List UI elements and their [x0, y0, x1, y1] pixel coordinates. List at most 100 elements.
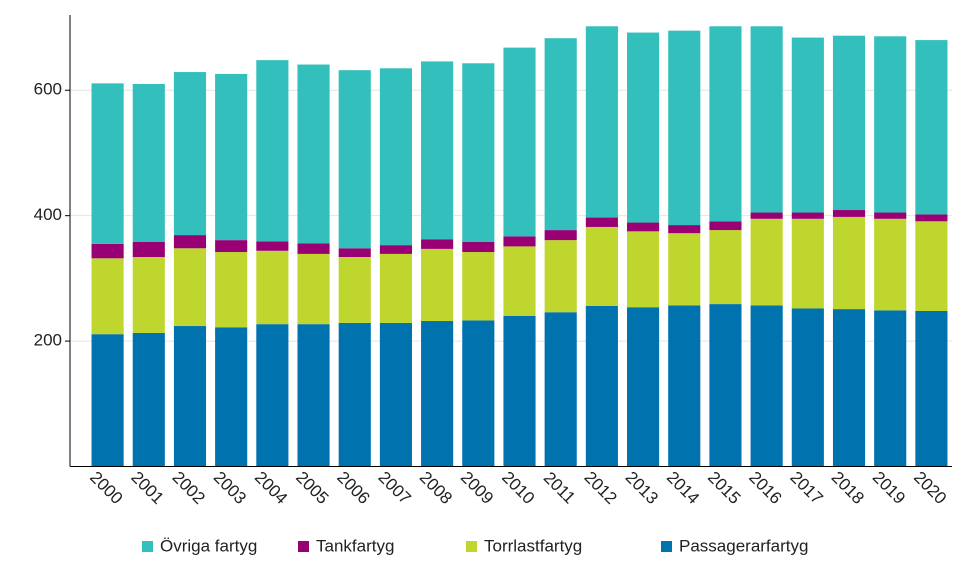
bar-segment — [462, 63, 495, 243]
bar-segment — [132, 332, 165, 467]
x-tick-label: 2011 — [540, 468, 579, 507]
bar-segment — [668, 30, 701, 226]
bar-segment — [627, 32, 660, 223]
bar-segment — [173, 235, 207, 249]
bar-segment — [627, 307, 660, 467]
bar-segment — [338, 257, 371, 323]
bar-segment — [915, 214, 948, 222]
bar-segment — [462, 252, 495, 321]
bar-segment — [544, 312, 577, 467]
bar-segment — [544, 38, 577, 231]
x-tick-label: 2012 — [581, 468, 621, 508]
bar-segment — [791, 212, 824, 219]
x-tick-label: 2002 — [169, 468, 209, 508]
x-tick-label: 2001 — [127, 468, 167, 508]
legend-label: Övriga fartyg — [160, 536, 257, 555]
x-tick-label: 2000 — [86, 468, 126, 508]
bar-segment — [173, 326, 207, 467]
bar-segment — [832, 309, 866, 467]
bar-segment — [668, 233, 701, 306]
bar-segment — [709, 221, 742, 231]
legend-label: Tankfartyg — [316, 536, 394, 555]
legend-swatch — [298, 541, 309, 552]
bar-segment — [709, 230, 742, 305]
bar-segment — [874, 36, 907, 213]
bar-segment — [297, 324, 330, 467]
x-tick-label: 2010 — [498, 468, 538, 508]
bar-segment — [215, 327, 248, 467]
x-tick-label: 2004 — [251, 468, 291, 508]
bar-segment — [132, 257, 165, 333]
bar-segment — [832, 35, 866, 211]
bar-segment — [544, 240, 577, 313]
bar-segment — [874, 310, 907, 467]
bar-segment — [874, 218, 907, 311]
bar-segment — [791, 37, 824, 213]
x-tick-label: 2016 — [745, 468, 785, 508]
bar-segment — [297, 253, 330, 325]
bar-segment — [421, 61, 454, 240]
bar-segment — [585, 305, 618, 467]
bar-segment — [668, 305, 701, 467]
bar-segment — [915, 40, 948, 215]
bar-segment — [132, 242, 165, 258]
bar-segment — [915, 310, 948, 467]
bar-segment — [132, 83, 165, 243]
bar-segment — [462, 320, 495, 467]
bar-segment — [750, 305, 783, 467]
x-tick-label: 2007 — [375, 468, 415, 508]
x-tick-label: 2014 — [663, 468, 703, 508]
bar-segment — [709, 304, 742, 467]
legend-label: Passagerarfartyg — [679, 536, 808, 555]
bar-segment — [297, 243, 330, 254]
bar-segment — [215, 73, 248, 241]
y-tick-label: 600 — [34, 80, 62, 99]
bar-segment — [791, 218, 824, 309]
bar-segment — [215, 252, 248, 328]
bar-segment — [750, 212, 783, 219]
bar-segment — [421, 239, 454, 249]
x-tick-label: 2003 — [210, 468, 250, 508]
bar-segment — [256, 250, 289, 325]
bar-segment — [173, 248, 207, 327]
bar-segment — [91, 83, 124, 244]
bar-segment — [585, 26, 618, 218]
bar-segment — [503, 236, 536, 247]
bar-segment — [256, 324, 289, 467]
bar-segment — [874, 212, 907, 219]
bar-segment — [750, 218, 783, 306]
bar-segment — [215, 240, 248, 253]
x-tick-label: 2005 — [292, 468, 332, 508]
bar-segment — [503, 316, 536, 467]
x-tick-label: 2019 — [869, 468, 909, 508]
bar-segment — [379, 245, 412, 254]
bar-segment — [379, 253, 412, 323]
x-tick-label: 2020 — [910, 468, 950, 508]
legend-swatch — [661, 541, 672, 552]
y-tick-label: 200 — [34, 331, 62, 350]
x-tick-label: 2017 — [786, 468, 826, 508]
bar-segment — [338, 248, 371, 258]
bar-segment — [668, 225, 701, 234]
bar-segment — [503, 47, 536, 237]
bar-segment — [91, 243, 124, 259]
bar-segment — [544, 230, 577, 241]
bar-segment — [338, 70, 371, 249]
legend-label: Torrlastfartyg — [484, 536, 582, 555]
x-tick-label: 2013 — [622, 468, 662, 508]
bar-segment — [627, 231, 660, 308]
bar-segment — [832, 210, 866, 217]
bar-segment — [709, 26, 742, 222]
bar-segment — [585, 226, 618, 306]
x-tick-label: 2009 — [457, 468, 497, 508]
bar-segment — [297, 64, 330, 244]
bar-segment — [832, 216, 866, 310]
bar-segment — [338, 322, 371, 467]
bar-segment — [421, 321, 454, 467]
x-tick-label: 2006 — [333, 468, 373, 508]
bar-segment — [462, 242, 495, 253]
bar-segment — [379, 68, 412, 246]
bar-segment — [750, 26, 783, 213]
y-tick-label: 400 — [34, 205, 62, 224]
